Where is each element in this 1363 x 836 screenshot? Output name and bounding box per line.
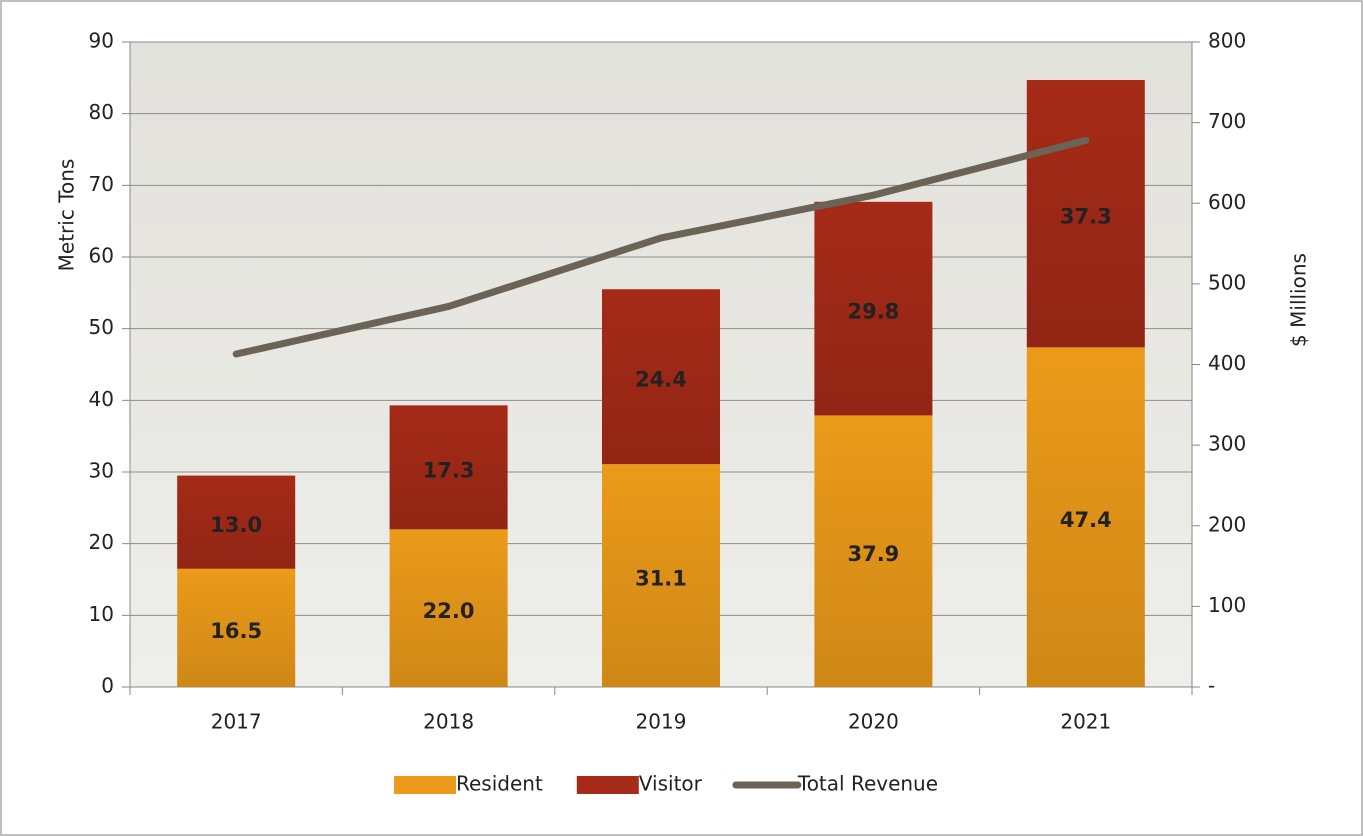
legend-swatch bbox=[576, 776, 639, 794]
y2-tick-label: 200 bbox=[1208, 512, 1246, 536]
line-series bbox=[232, 136, 1090, 358]
bar-shade bbox=[1026, 347, 1145, 687]
bar-shade bbox=[602, 289, 720, 465]
y-tick-label: 30 bbox=[89, 459, 114, 483]
y2-tick-label: 700 bbox=[1208, 109, 1246, 133]
x-tick-label: 2021 bbox=[1060, 710, 1111, 734]
x-tick-label: 2019 bbox=[636, 710, 687, 734]
data-label: 47.4 bbox=[1060, 508, 1112, 532]
bar-shade bbox=[1026, 79, 1145, 348]
bar-shade bbox=[389, 529, 508, 687]
bar-shade bbox=[602, 464, 720, 687]
data-label: 17.3 bbox=[423, 458, 475, 482]
data-label: 24.4 bbox=[635, 368, 687, 392]
y2-axis-label: $ Millions bbox=[1287, 253, 1311, 347]
data-label: 37.9 bbox=[847, 542, 899, 566]
bar-shade bbox=[814, 201, 933, 416]
y-tick-label: 40 bbox=[89, 387, 114, 411]
y-tick-label: 80 bbox=[89, 100, 114, 124]
y2-tick-label: 800 bbox=[1208, 29, 1246, 53]
data-label: 31.1 bbox=[635, 567, 687, 591]
bar-shade bbox=[177, 475, 296, 569]
x-tick-label: 2017 bbox=[211, 710, 262, 734]
y-tick-label: 70 bbox=[89, 172, 114, 196]
x-tick-label: 2020 bbox=[848, 710, 899, 734]
y-tick-label: 60 bbox=[89, 244, 114, 268]
legend-label: Total Revenue bbox=[797, 772, 938, 796]
data-label: 16.5 bbox=[210, 619, 262, 643]
bar-shade bbox=[177, 568, 296, 687]
data-label: 29.8 bbox=[847, 300, 899, 324]
data-label: 22.0 bbox=[423, 599, 475, 623]
y-tick-label: 0 bbox=[101, 674, 114, 698]
y-tick-label: 10 bbox=[89, 602, 114, 626]
y2-tick-label: 400 bbox=[1208, 351, 1246, 375]
y2-tick-label: 500 bbox=[1208, 270, 1246, 294]
bar-shade bbox=[389, 405, 508, 530]
y-tick-label: 20 bbox=[89, 530, 114, 554]
y2-tick-label: 100 bbox=[1208, 593, 1246, 617]
legend-label: Visitor bbox=[639, 772, 703, 796]
x-tick-label: 2018 bbox=[423, 710, 474, 734]
data-label: 37.3 bbox=[1060, 205, 1112, 229]
legend-swatch bbox=[394, 776, 456, 794]
bar-shade bbox=[814, 415, 933, 687]
y-axis-label: Metric Tons bbox=[55, 159, 79, 272]
y2-tick-label: 600 bbox=[1208, 190, 1246, 214]
y2-tick-label: - bbox=[1208, 674, 1215, 698]
y-tick-label: 90 bbox=[89, 29, 114, 53]
y-tick-label: 50 bbox=[89, 315, 114, 339]
legend-label: Resident bbox=[456, 772, 543, 796]
data-label: 13.0 bbox=[210, 513, 262, 537]
y2-tick-label: 300 bbox=[1208, 432, 1246, 456]
